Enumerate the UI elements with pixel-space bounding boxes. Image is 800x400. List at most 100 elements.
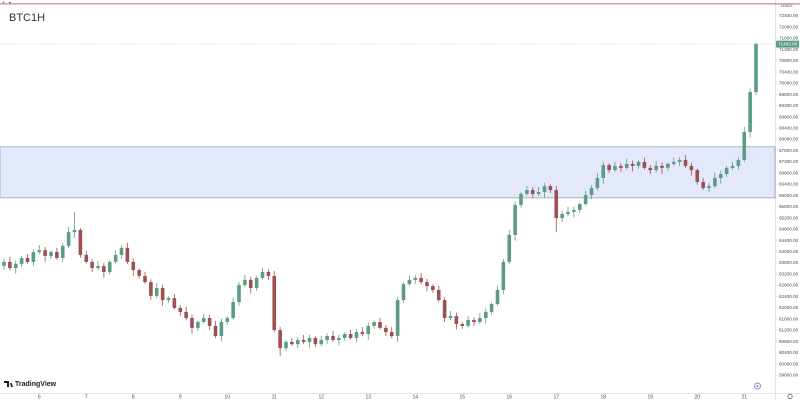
y-tick-label: 70000.00 [779, 81, 799, 86]
y-tick-label: 67600.00 [779, 148, 799, 153]
candle-body [378, 321, 382, 328]
candle-body [190, 318, 194, 328]
candle-body [407, 279, 412, 285]
candle-body [695, 170, 700, 182]
y-tick-label: 65600.00 [779, 204, 799, 209]
y-tick-label: 64400.00 [779, 238, 799, 243]
y-tick-label: 69600.00 [779, 92, 799, 97]
y-tick-label: 71200.00 [779, 47, 799, 52]
candle-body [413, 277, 418, 280]
y-tick-label: 67200.00 [779, 159, 799, 164]
candle-body [478, 318, 482, 322]
candle-body [260, 272, 265, 278]
toolbar-icon[interactable]: ▾ [9, 0, 11, 5]
candle-body [196, 321, 200, 328]
y-tick-label: 62800.00 [779, 283, 799, 288]
candle-body [90, 261, 94, 269]
x-tick-label: 14 [412, 394, 418, 400]
candle-body [254, 277, 259, 289]
chart-title: BTC1H [9, 12, 45, 24]
candle-body [589, 188, 594, 196]
candle-body [560, 213, 564, 219]
settings-icon[interactable] [787, 393, 793, 400]
candle-body [572, 209, 576, 212]
candle-body [43, 250, 47, 257]
x-tick-label: 10 [224, 394, 230, 400]
candle-body [566, 211, 570, 214]
candle-body [102, 266, 106, 273]
y-tick-label: 60000.00 [779, 361, 799, 366]
candle-body [624, 163, 629, 168]
y-tick-label: 66400.00 [779, 182, 799, 187]
candle-body [701, 181, 705, 189]
candle-body [213, 325, 218, 337]
x-tick-label: 9 [179, 394, 182, 400]
candle-body [442, 300, 447, 319]
x-tick-label: 12 [318, 394, 324, 400]
candle-body [536, 192, 541, 194]
candle-body [495, 289, 500, 305]
candle-body [237, 284, 241, 303]
last-price-badge [776, 40, 799, 48]
zone [0, 146, 776, 199]
x-tick-label: 20 [694, 394, 700, 400]
candles [2, 42, 758, 356]
candle-body [742, 131, 747, 161]
candle-body [507, 234, 512, 262]
replay-icon[interactable] [754, 382, 761, 390]
candle-body [724, 167, 729, 175]
y-tick-label: 68400.00 [779, 126, 799, 131]
toolbar-icon[interactable]: + [2, 0, 5, 6]
y-tick-label: 72400.00 [779, 13, 799, 18]
y-tick-label: 68800.00 [779, 114, 799, 119]
candle-body [219, 321, 224, 337]
y-tick-label: 70400.00 [779, 69, 799, 74]
candle-body [748, 92, 752, 132]
watermark-logo: TradingView [4, 381, 57, 388]
candle-body [290, 341, 294, 345]
candle-body [454, 316, 459, 324]
candle-body [389, 332, 394, 337]
candle-body [660, 165, 664, 168]
candle-body [577, 204, 582, 210]
x-tick-label: 6 [38, 394, 41, 400]
candle-body [243, 279, 247, 285]
candle-body [143, 275, 147, 283]
y-tick-label: 71600.00 [779, 36, 799, 41]
candle-body [419, 277, 423, 283]
candle-body [25, 257, 30, 262]
candle-body [19, 257, 24, 264]
candle-body [513, 204, 517, 235]
candle-body [231, 302, 235, 319]
candle-body [384, 327, 388, 333]
candle-body [736, 160, 741, 166]
candle-body [160, 288, 165, 301]
x-tick-label: 19 [647, 394, 653, 400]
candle-body [107, 261, 112, 273]
y-tick-label: 65200.00 [779, 215, 799, 220]
candle-body [530, 190, 535, 194]
candle-body [648, 167, 653, 171]
candle-body [78, 229, 83, 255]
candle-body [372, 321, 376, 326]
candle-body [284, 341, 288, 349]
candle-body [619, 165, 623, 168]
y-tick-label: 63600.00 [779, 260, 799, 265]
candle-body [301, 339, 306, 342]
logo-glyph [4, 381, 13, 387]
y-tick-label: 69200.00 [779, 103, 799, 108]
candle-body [489, 304, 494, 312]
candle-body [184, 311, 188, 319]
candle-body [360, 332, 365, 335]
y-tick-label: 63200.00 [779, 271, 799, 276]
candle-body [483, 311, 488, 319]
candle-body [425, 282, 429, 287]
candle-body [601, 165, 606, 178]
candle-body [113, 254, 118, 262]
candle-body [2, 261, 6, 266]
candle-body [466, 320, 470, 326]
y-tick-label: 66000.00 [779, 193, 799, 198]
candle-body [436, 289, 441, 301]
